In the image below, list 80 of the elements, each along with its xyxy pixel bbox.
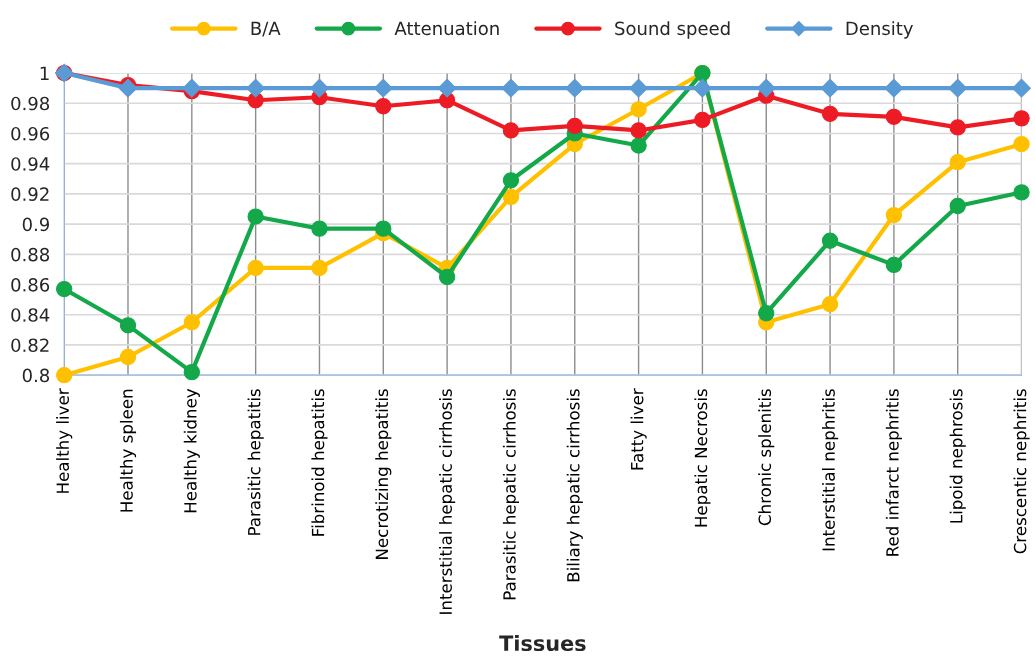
point: [438, 268, 456, 286]
point: [375, 98, 392, 115]
point: [1013, 184, 1030, 201]
point: [630, 122, 647, 139]
y-tick-label: 0.84: [11, 308, 50, 322]
legend-label: Density: [846, 21, 913, 39]
point: [247, 259, 264, 277]
point: [375, 220, 392, 237]
point: [246, 78, 265, 98]
point: [756, 78, 776, 98]
point: [502, 188, 520, 206]
point: [821, 296, 839, 313]
point: [311, 259, 328, 277]
point: [630, 137, 647, 154]
point: [630, 101, 647, 118]
x-tick-label: Interstitial nephritis: [822, 389, 839, 551]
point: [821, 232, 839, 249]
x-tick-label: Hepatic Necrosis: [694, 389, 711, 527]
point: [1012, 78, 1031, 98]
x-tick-label: Healthy liver: [56, 388, 73, 493]
x-tick-label: Parasitic hepatic cirrhosis: [502, 389, 520, 600]
x-tick-label: Healthy kidney: [183, 388, 200, 513]
point: [373, 78, 393, 98]
point: [949, 154, 966, 171]
point: [566, 117, 583, 135]
point: [693, 78, 712, 98]
y-tick-label: 0.92: [11, 187, 49, 201]
point: [758, 305, 775, 322]
point: [949, 197, 966, 215]
legend-label: Attenuation: [394, 21, 499, 36]
legend-label: Sound speed: [615, 21, 730, 39]
point: [182, 78, 202, 98]
point: [437, 78, 457, 98]
point: [119, 317, 137, 334]
point: [502, 122, 520, 139]
point: [56, 367, 73, 384]
point: [885, 206, 903, 224]
x-tick-label: Necrotizing hepatitis: [375, 389, 392, 559]
y-tick-label: 0.88: [11, 247, 50, 262]
x-tick-label: Biliary hepatic cirrhosis: [566, 389, 583, 582]
point: [247, 208, 264, 225]
y-tick-label: 0.9: [22, 217, 50, 232]
point: [56, 280, 73, 298]
x-tick-label: Fatty liver: [630, 388, 647, 470]
point: [884, 78, 904, 98]
point: [183, 363, 200, 381]
point: [1013, 110, 1030, 127]
point: [694, 111, 711, 129]
point: [629, 78, 648, 98]
point: [821, 105, 839, 122]
point: [183, 314, 200, 331]
y-tick-label: 0.82: [11, 338, 49, 353]
x-tick-label: Lipoid nephrosis: [949, 389, 966, 523]
point: [948, 78, 968, 98]
y-tick-label: 0.94: [11, 157, 50, 171]
x-axis-title: Tissues: [499, 634, 586, 652]
point: [311, 220, 328, 237]
point: [565, 78, 585, 98]
point: [820, 78, 840, 98]
legend-label: B/A: [251, 21, 281, 37]
x-tick-label: Parasitic hepatitis: [247, 389, 264, 535]
x-tick-label: Fibrinoid hepatitis: [311, 389, 328, 536]
point: [502, 172, 520, 189]
point: [949, 119, 966, 136]
y-tick-label: 0.96: [11, 126, 50, 141]
point: [501, 78, 521, 98]
y-tick-label: 0.86: [11, 277, 50, 292]
point: [885, 108, 903, 126]
point: [1013, 135, 1030, 153]
y-tick-label: 0.98: [11, 96, 50, 111]
x-tick-label: Chronic splenitis: [758, 389, 775, 526]
x-tick-label: Healthy spleen: [119, 389, 137, 512]
point: [310, 78, 329, 98]
point: [885, 256, 903, 274]
point: [119, 348, 137, 366]
y-tick-label: 1: [40, 66, 49, 80]
x-tick-label: Red infarct nephritis: [885, 389, 902, 556]
y-tick-label: 0.8: [22, 368, 50, 383]
x-tick-label: Interstitial hepatic cirrhosis: [439, 389, 456, 614]
x-tick-label: Crescentic nephritis: [1013, 389, 1030, 554]
